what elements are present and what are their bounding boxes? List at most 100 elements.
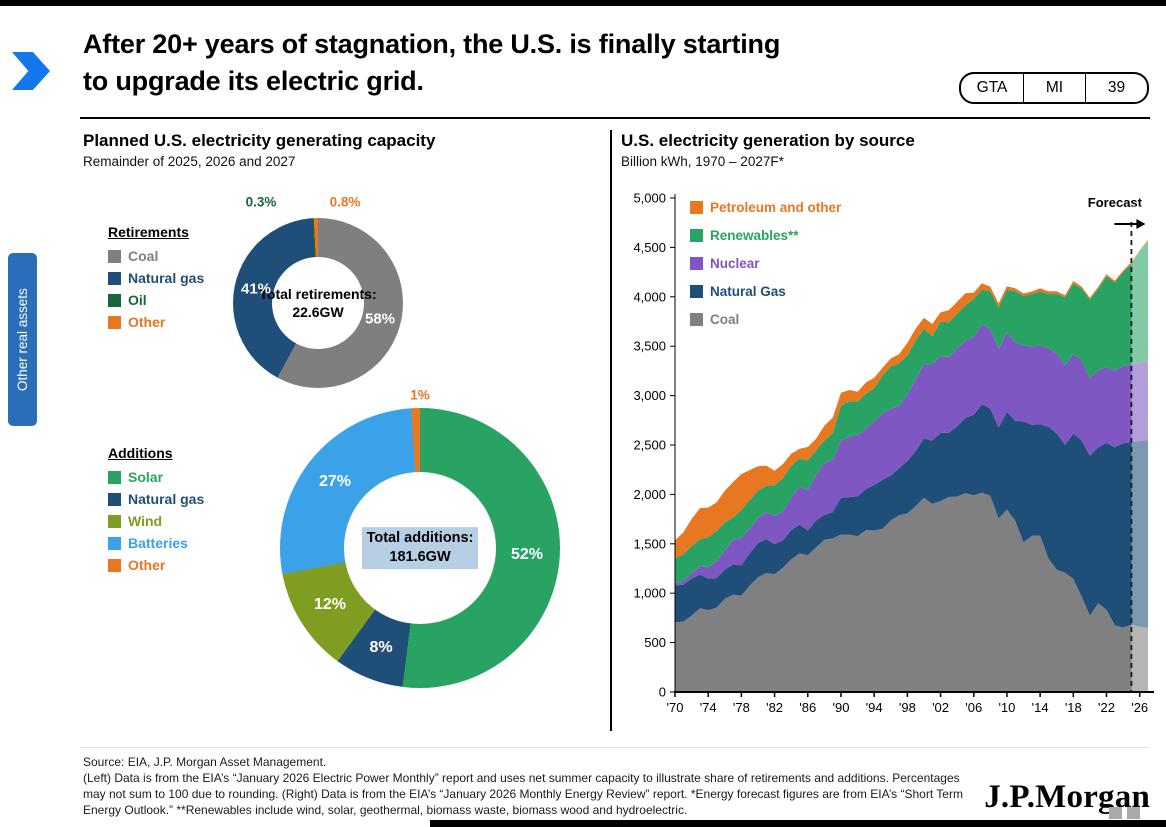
left-chart-subtitle: Remainder of 2025, 2026 and 2027 [83,154,296,169]
other-label: Other [128,314,166,330]
additions-donut-chart: Total additions: 181.6GW 52% 8% 12% 27% … [280,388,560,688]
svg-text:'18: '18 [1065,700,1082,715]
watermark-fragment [1109,807,1122,819]
legend-item-batteries: Batteries [108,535,204,551]
solar-pct-label: 52% [510,546,544,563]
svg-text:'86: '86 [799,700,816,715]
title-divider [80,117,1150,119]
badge-mi[interactable]: MI [1023,74,1085,102]
badge-gta[interactable]: GTA [976,79,1008,96]
legend-item-oil: Oil [108,292,204,308]
legend-item-solar: Solar [108,469,204,485]
petroleum-label: Petroleum and other [710,200,842,215]
svg-text:1,000: 1,000 [633,586,666,601]
additions-total-highlight: Total additions: 181.6GW [361,527,479,569]
natural-gas-swatch [690,285,703,298]
natural-gas-label: Natural gas [128,270,205,286]
svg-text:500: 500 [644,635,666,650]
natural-gas-label: Natural Gas [710,284,786,299]
legend-item-natural-gas: Natural gas [108,491,204,507]
svg-text:'98: '98 [899,700,916,715]
bottom-border-bar [430,820,1166,827]
batteries-pct-label: 27% [318,473,352,490]
svg-text:4,500: 4,500 [633,240,666,255]
sidebar-tab-label: Other real assets [15,288,30,391]
solar-swatch [108,470,121,484]
svg-text:'26: '26 [1131,700,1148,715]
forecast-label: Forecast [1087,195,1142,210]
wind-swatch [108,514,121,528]
solar-label: Solar [128,469,164,485]
coal-label: Coal [128,248,159,264]
oil-pct-label: 0.3% [245,194,277,210]
retirements-total-line: Total retirements: [259,285,377,302]
area-coal [675,492,1148,692]
area-chart: 0 500 1,000 1,500 2,000 2,500 3,000 3,500 4,000 4… [615,188,1166,735]
coal-swatch [690,313,703,326]
sidebar-tab-other-real-assets[interactable]: Other real assets [8,253,37,426]
natural-gas-pct-label: 41% [240,280,272,298]
svg-text:0: 0 [659,685,666,700]
retirements-legend: Retirements Coal Natural gas Oil Other [108,224,204,330]
svg-text:4,000: 4,000 [633,289,666,304]
retirements-total-value: 22.6GW [292,304,344,320]
jpmorgan-logo: J.P.Morgan [984,779,1150,815]
retirements-legend-title: Retirements [108,224,189,240]
panel-divider [610,130,612,731]
other-pct-label: 0.8% [329,194,361,210]
additions-legend-title: Additions [108,445,173,461]
coal-pct-label: 58% [364,310,396,328]
coal-swatch [108,249,121,263]
legend-item-other: Other [108,314,204,330]
natural-gas-label: Natural gas [128,491,205,507]
svg-text:'74: '74 [700,700,717,715]
other-swatch [108,558,121,572]
petroleum-swatch [690,201,703,214]
wind-pct-label: 12% [313,596,347,613]
svg-text:'02: '02 [932,700,949,715]
renewables-label: Renewables** [710,228,799,243]
svg-text:'82: '82 [766,700,783,715]
natural-gas-pct-label: 8% [369,639,393,656]
legend-item-natural-gas: Natural Gas [690,284,841,299]
page-title: After 20+ years of stagnation, the U.S. … [83,26,933,101]
area-renewables- [675,241,1148,584]
y-tick-labels: 0 500 1,000 1,500 2,000 2,500 3,000 3,500 4,000 4… [633,191,675,700]
batteries-swatch [108,536,121,550]
top-border-bar [0,0,1166,6]
other-label: Other [128,557,166,573]
legend-item-natural-gas: Natural gas [108,270,204,286]
forecast-arrow-head [1136,219,1146,229]
area-chart-svg: 0 500 1,000 1,500 2,000 2,500 3,000 3,500 4,000 4… [633,191,1154,715]
legend-item-petroleum: Petroleum and other [690,200,841,215]
footer-divider [80,747,1150,748]
watermark-fragment [1127,807,1140,819]
badge-page-number: 39 [1085,74,1147,102]
natural-gas-swatch [108,271,121,285]
coal-label: Coal [710,312,740,327]
x-tick-labels: '70 '74 '78 '82 '86 '90 '94 '98 '02 '06 '10 '14 '18 '… [667,692,1148,715]
legend-item-nuclear: Nuclear [690,256,841,271]
svg-text:1,500: 1,500 [633,536,666,551]
svg-text:3,000: 3,000 [633,388,666,403]
retirements-donut-chart: Total retirements: 22.6GW 58% 41% 0.3% 0… [233,195,403,388]
legend-item-renewables: Renewables** [690,228,841,243]
left-chart-title: Planned U.S. electricity generating capa… [83,131,436,150]
other-swatch [108,315,121,329]
svg-text:'22: '22 [1098,700,1115,715]
svg-text:'14: '14 [1032,700,1049,715]
page-title-line: After 20+ years of stagnation, the U.S. … [83,29,781,59]
renewables-swatch [690,229,703,242]
svg-text:2,500: 2,500 [633,438,666,453]
area-nuclear [675,324,1148,586]
right-chart-title: U.S. electricity generation by source [621,131,915,150]
svg-text:'70: '70 [667,700,684,715]
svg-text:5,000: 5,000 [633,191,666,206]
donut-hole [272,257,364,349]
svg-text:'78: '78 [733,700,750,715]
source-text: Source: EIA, J.P. Morgan Asset Managemen… [83,755,963,817]
area-chart-legend: Petroleum and other Renewables** Nuclear… [690,200,841,327]
forecast-fade [1131,206,1150,692]
chevron-arrow-icon [12,52,50,90]
page-title-line: to upgrade its electric grid. [83,66,424,97]
